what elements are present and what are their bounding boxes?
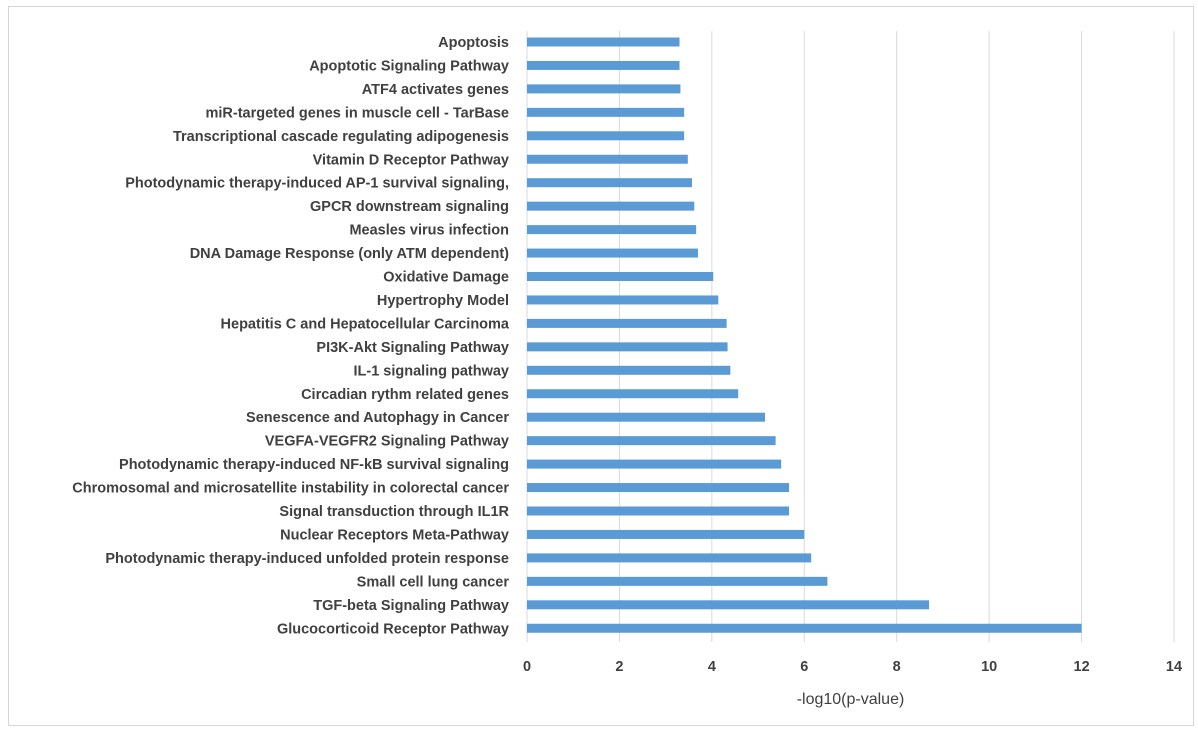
category-label: Senescence and Autophagy in Cancer bbox=[246, 410, 509, 426]
category-label: Small cell lung cancer bbox=[357, 574, 510, 590]
bar bbox=[527, 342, 728, 352]
x-tick-labels: 0 2 4 6 8 10 12 14 bbox=[523, 659, 1182, 675]
bar bbox=[527, 483, 790, 493]
x-tick-label: 4 bbox=[708, 659, 716, 675]
category-label: Photodynamic therapy-induced unfolded pr… bbox=[105, 551, 509, 567]
bar bbox=[527, 37, 680, 47]
bar bbox=[527, 84, 681, 94]
bar bbox=[527, 529, 805, 539]
category-label: Hypertrophy Model bbox=[377, 293, 509, 309]
category-label: Nuclear Receptors Meta-Pathway bbox=[280, 527, 509, 543]
bar bbox=[527, 600, 930, 610]
category-label: PI3K-Akt Signaling Pathway bbox=[316, 340, 509, 356]
x-tick-label: 14 bbox=[1166, 659, 1182, 675]
bar bbox=[527, 318, 727, 328]
bar bbox=[527, 506, 790, 516]
x-axis-title: -log10(p-value) bbox=[797, 691, 905, 708]
category-label: ATF4 activates genes bbox=[362, 82, 509, 98]
bar bbox=[527, 436, 776, 446]
bar bbox=[527, 576, 828, 586]
bar bbox=[527, 365, 731, 375]
category-label: Transcriptional cascade regulating adipo… bbox=[173, 129, 509, 145]
category-label: Glucocorticoid Receptor Pathway bbox=[277, 621, 509, 637]
bar bbox=[527, 154, 688, 164]
bar bbox=[527, 131, 685, 141]
category-label: Apoptosis bbox=[438, 35, 509, 51]
bar bbox=[527, 459, 782, 469]
category-label: Chromosomal and microsatellite instabili… bbox=[72, 481, 509, 497]
category-label: VEGFA-VEGFR2 Signaling Pathway bbox=[265, 434, 509, 450]
x-tick-label: 2 bbox=[615, 659, 623, 675]
category-label: TGF-beta Signaling Pathway bbox=[313, 598, 509, 614]
category-label: GPCR downstream signaling bbox=[310, 199, 509, 215]
category-label: DNA Damage Response (only ATM dependent) bbox=[190, 246, 509, 262]
bar bbox=[527, 623, 1082, 633]
bar bbox=[527, 412, 766, 422]
category-label: miR-targeted genes in muscle cell - TarB… bbox=[205, 105, 509, 121]
category-label: Signal transduction through IL1R bbox=[279, 504, 509, 520]
x-tick-label: 0 bbox=[523, 659, 531, 675]
x-tick-label: 6 bbox=[800, 659, 808, 675]
category-label: Photodynamic therapy-induced NF-kB survi… bbox=[119, 457, 509, 473]
bar-chart: Apoptosis Apoptotic Signaling Pathway ATF4… bbox=[72, 31, 1182, 708]
category-label: Measles virus infection bbox=[349, 223, 509, 239]
category-label: Hepatitis C and Hepatocellular Carcinoma bbox=[221, 316, 510, 332]
x-tick-label: 12 bbox=[1074, 659, 1090, 675]
bar bbox=[527, 248, 698, 258]
bar bbox=[527, 295, 719, 305]
category-label: Apoptotic Signaling Pathway bbox=[309, 58, 509, 74]
category-label: Oxidative Damage bbox=[383, 270, 509, 286]
x-tick-label: 8 bbox=[893, 659, 901, 675]
category-labels: Apoptosis Apoptotic Signaling Pathway ATF4… bbox=[72, 35, 510, 637]
bars bbox=[527, 37, 1082, 633]
category-label: IL-1 signaling pathway bbox=[354, 363, 510, 379]
category-label: Photodynamic therapy-induced AP-1 surviv… bbox=[125, 176, 509, 192]
chart-frame: Apoptosis Apoptotic Signaling Pathway ATF4… bbox=[8, 6, 1194, 726]
bar bbox=[527, 225, 697, 235]
category-label: Vitamin D Receptor Pathway bbox=[313, 152, 509, 168]
category-label: Circadian rythm related genes bbox=[301, 387, 509, 403]
bar bbox=[527, 60, 680, 70]
bar bbox=[527, 553, 812, 563]
gridlines bbox=[526, 31, 1175, 642]
bar bbox=[527, 272, 714, 281]
x-tick-label: 10 bbox=[981, 659, 997, 675]
bar bbox=[527, 107, 685, 117]
bar bbox=[527, 389, 739, 399]
bar bbox=[527, 201, 695, 211]
bar bbox=[527, 178, 692, 188]
